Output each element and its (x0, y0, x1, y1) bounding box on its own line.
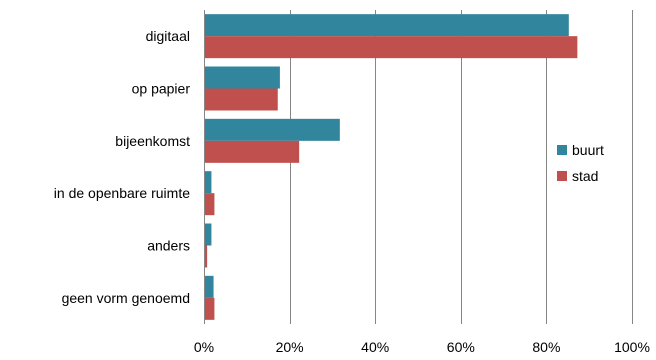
legend-swatch-buurt (557, 145, 567, 155)
bar-stad-4: anders — stad: 0.5% (205, 245, 208, 268)
bar-buurt-4: anders — buurt: 1.5% (205, 223, 212, 246)
bar-stad-3: in de openbare ruimte — stad: 2.2% (205, 193, 215, 216)
gridlines (290, 10, 633, 324)
bar-buurt-5: geen vorm genoemd — buurt: 2% (205, 275, 214, 298)
legend: buurt stad (557, 142, 604, 184)
x-tick-label-40: 40% (361, 339, 389, 355)
category-label-2: bijeenkomst (115, 133, 190, 149)
category-label-1: op papier (132, 81, 191, 97)
x-tick-label-0: 0% (194, 339, 214, 355)
bar-stad-2: bijeenkomst — stad: 22% (205, 140, 300, 163)
bars: digitaal — buurt: 85%digitaal — stad: 87… (205, 14, 578, 320)
bar-stad-0: digitaal — stad: 87% (205, 36, 578, 59)
category-label-3: in de openbare ruimte (54, 185, 190, 201)
category-label-0: digitaal (146, 28, 190, 44)
bar-buurt-1: op papier — buurt: 17.5% (205, 66, 280, 89)
category-label-4: anders (147, 238, 190, 254)
bar-buurt-3: in de openbare ruimte — buurt: 1.5% (205, 171, 212, 194)
bar-stad-1: op papier — stad: 17% (205, 88, 278, 111)
tick-labels: 0% 20% 40% 60% 80% 100% (194, 339, 650, 355)
x-tick-label-80: 80% (532, 339, 560, 355)
legend-swatch-stad (557, 171, 567, 181)
bar-stad-5: geen vorm genoemd — stad: 2.2% (205, 297, 215, 320)
legend-label-stad: stad (572, 168, 598, 184)
category-labels: digitaal op papier bijeenkomst in de openba… (54, 28, 191, 306)
bar-buurt-2: bijeenkomst — buurt: 31.5% (205, 118, 340, 141)
x-tick-label-20: 20% (276, 339, 304, 355)
legend-label-buurt: buurt (572, 142, 604, 158)
x-tick-label-60: 60% (447, 339, 475, 355)
x-tick-label-100: 100% (614, 339, 650, 355)
category-label-5: geen vorm genoemd (62, 290, 190, 306)
bar-buurt-0: digitaal — buurt: 85% (205, 14, 569, 37)
